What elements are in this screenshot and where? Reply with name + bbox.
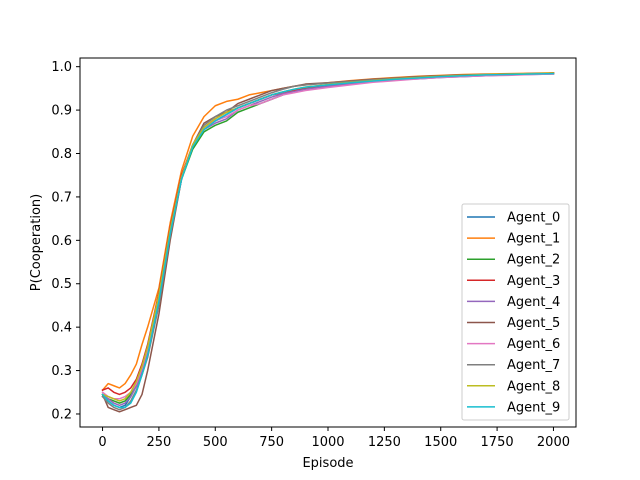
legend-label: Agent_6 (507, 337, 560, 352)
x-tick-label: 1500 (424, 435, 457, 450)
y-tick-label: 1.0 (51, 60, 72, 75)
x-tick-label: 0 (98, 435, 106, 450)
x-tick-label: 1000 (311, 435, 344, 450)
legend-label: Agent_9 (507, 400, 560, 415)
y-tick-label: 0.2 (51, 407, 72, 422)
legend-box (461, 203, 570, 421)
legend-label: Agent_3 (507, 274, 560, 289)
legend-label: Agent_8 (507, 379, 560, 394)
legend-label: Agent_1 (507, 232, 560, 247)
y-tick-label: 0.3 (51, 364, 72, 379)
y-tick-label: 0.4 (51, 321, 72, 336)
y-tick-label: 0.7 (51, 190, 72, 205)
x-tick-label: 500 (203, 435, 228, 450)
x-tick-label: 1250 (368, 435, 401, 450)
legend-label: Agent_5 (507, 316, 560, 331)
series-line-agent-9 (101, 72, 555, 409)
x-axis-label: Episode (302, 456, 353, 471)
y-tick-label: 0.5 (51, 277, 72, 292)
y-axis-ticks: 0.2 0.3 0.4 0.5 0.6 0.7 0.8 0.9 1.0 (51, 60, 80, 422)
plot-lines (101, 71, 555, 413)
y-tick-label: 0.9 (51, 104, 72, 119)
x-tick-label: 2000 (537, 435, 570, 450)
y-tick-label: 0.6 (51, 234, 72, 249)
x-tick-label: 750 (259, 435, 284, 450)
legend: Agent_0 Agent_1 Agent_2 Agent_3 Agent_4 Agent… (461, 203, 570, 421)
legend-label: Agent_4 (507, 295, 560, 310)
y-tick-label: 0.8 (51, 147, 72, 162)
legend-label: Agent_2 (507, 253, 560, 268)
x-tick-label: 1750 (481, 435, 514, 450)
legend-label: Agent_7 (507, 358, 560, 373)
x-axis-ticks: 0 250 500 750 1000 1250 1500 1750 2000 (98, 427, 570, 450)
x-tick-label: 250 (146, 435, 171, 450)
y-axis-label: P(Cooperation) (29, 194, 44, 291)
legend-label: Agent_0 (507, 211, 560, 226)
